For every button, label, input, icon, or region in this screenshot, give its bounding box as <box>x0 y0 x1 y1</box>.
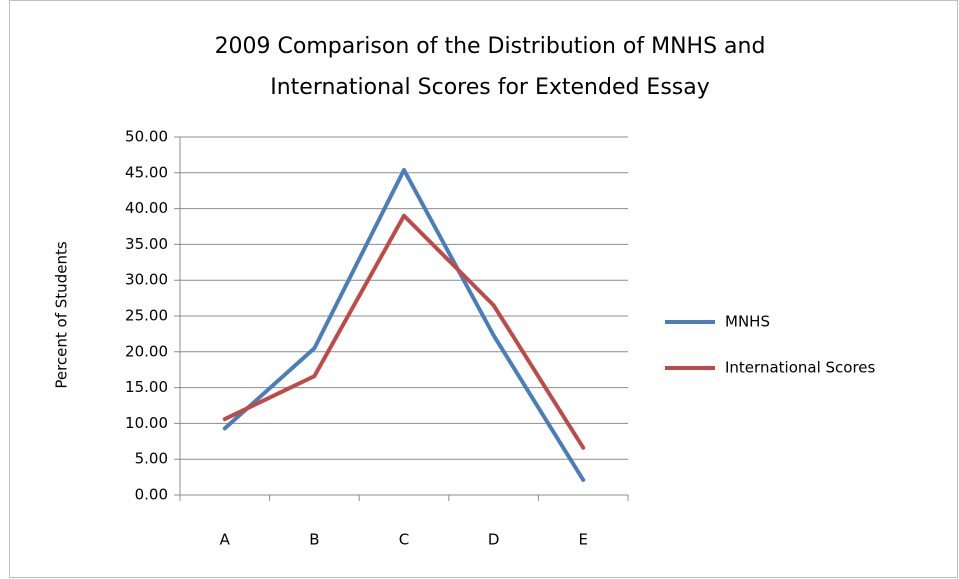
y-tick-label: 15.00 <box>125 378 168 396</box>
legend-label: International Scores <box>725 359 876 377</box>
y-axis-label: Percent of Students <box>53 241 71 388</box>
y-tick-label: 0.00 <box>135 486 168 504</box>
y-tick-label: 40.00 <box>125 199 168 217</box>
y-tick-label: 10.00 <box>125 414 168 432</box>
x-tick-label: D <box>488 531 500 549</box>
y-tick-label: 45.00 <box>125 163 168 181</box>
chart-title: 2009 Comparison of the Distribution of M… <box>215 34 766 59</box>
chart-frame <box>9 0 958 578</box>
y-tick-label: 5.00 <box>135 450 168 468</box>
y-tick-label: 20.00 <box>125 342 168 360</box>
y-tick-label: 35.00 <box>125 235 168 253</box>
x-tick-label: B <box>309 531 319 549</box>
series-line <box>222 213 586 450</box>
x-tick-label: C <box>399 531 409 549</box>
series-line <box>222 167 586 482</box>
x-tick-label: A <box>220 531 231 549</box>
y-tick-label: 50.00 <box>125 128 168 146</box>
legend-label: MNHS <box>725 313 770 331</box>
y-tick-label: 30.00 <box>125 271 168 289</box>
chart-title: International Scores for Extended Essay <box>270 75 710 100</box>
y-tick-label: 25.00 <box>125 307 168 325</box>
x-tick-label: E <box>578 531 587 549</box>
